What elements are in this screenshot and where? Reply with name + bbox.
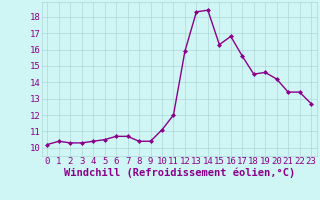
X-axis label: Windchill (Refroidissement éolien,°C): Windchill (Refroidissement éolien,°C) (64, 168, 295, 178)
